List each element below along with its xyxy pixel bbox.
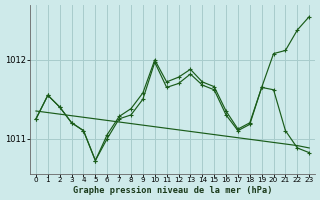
X-axis label: Graphe pression niveau de la mer (hPa): Graphe pression niveau de la mer (hPa) [73,186,272,195]
